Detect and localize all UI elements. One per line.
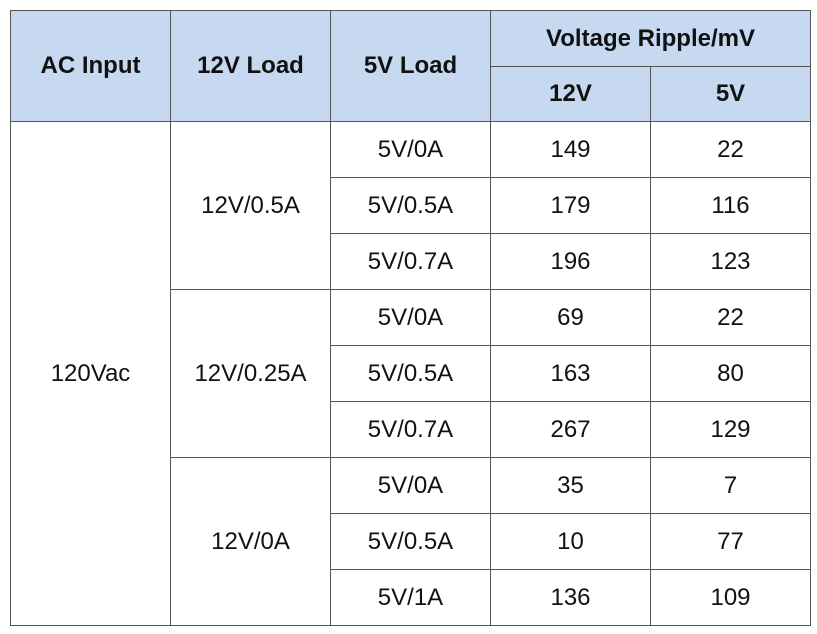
load-12v-cell: 12V/0.25A <box>170 289 331 458</box>
ripple-cell: 267 <box>490 401 651 458</box>
load-5v-cell: 5V/0.7A <box>330 401 491 458</box>
header-cell: AC Input <box>10 10 171 122</box>
ripple-cell: 7 <box>649 457 812 514</box>
ripple-cell: 10 <box>490 513 651 570</box>
ripple-cell: 116 <box>649 177 812 234</box>
table-row: 12V/0.25A 5V/0A 69 22 <box>11 289 812 458</box>
header-cell: 12V Load <box>170 10 331 122</box>
ripple-cell: 35 <box>490 457 651 514</box>
load-5v-cell: 5V/1A <box>330 569 491 626</box>
table-row: 12V/0A 5V/0A 35 7 <box>11 457 812 626</box>
ripple-cell: 136 <box>490 569 651 626</box>
ripple-cell: 22 <box>649 289 812 346</box>
ripple-table: AC Input 12V Load 5V Load Voltage Ripple… <box>10 10 812 626</box>
group-header-cell: Voltage Ripple/mV <box>489 10 812 67</box>
table-row: 5V/0.7A 196 123 <box>11 233 812 290</box>
sub-header-cell: 12V <box>490 66 651 122</box>
load-5v-cell: 5V/0.5A <box>330 345 491 402</box>
load-5v-cell: 5V/0A <box>330 289 491 346</box>
table-body: 120Vac 12V/0.5A 5V/0A 149 22 5V/0.5A 179 116 5V/… <box>10 121 812 626</box>
table-row: 5V/0.5A 179 116 <box>11 177 812 234</box>
header-row: AC Input 12V Load 5V Load Voltage Ripple… <box>10 10 812 122</box>
ripple-cell: 129 <box>649 401 812 458</box>
ripple-cell: 77 <box>649 513 812 570</box>
table-row: 5V/0.5A 10 77 <box>11 513 812 570</box>
ripple-cell: 22 <box>649 121 812 178</box>
ripple-cell: 196 <box>490 233 651 290</box>
table-row: 5V/1A 136 109 <box>11 569 812 626</box>
table-row: 120Vac 12V/0.5A 5V/0A 149 22 <box>10 121 812 626</box>
ripple-cell: 80 <box>649 345 812 402</box>
load-5v-cell: 5V/0.5A <box>330 177 491 234</box>
ripple-cell: 109 <box>649 569 812 626</box>
ripple-cell: 163 <box>490 345 651 402</box>
load-5v-cell: 5V/0A <box>330 457 491 514</box>
ac-input-cell: 120Vac <box>10 121 171 626</box>
header-cell: 5V Load <box>330 10 491 122</box>
load-5v-cell: 5V/0.7A <box>330 233 491 290</box>
load-12v-cell: 12V/0A <box>170 457 331 626</box>
ripple-cell: 179 <box>490 177 651 234</box>
load-5v-cell: 5V/0.5A <box>330 513 491 570</box>
table-row: 5V/0.7A 267 129 <box>11 401 812 458</box>
sub-header-cell: 5V <box>649 66 812 122</box>
ripple-cell: 123 <box>649 233 812 290</box>
load-12v-cell: 12V/0.5A <box>170 121 331 290</box>
ripple-cell: 69 <box>490 289 651 346</box>
ripple-cell: 149 <box>490 121 651 178</box>
load-5v-cell: 5V/0A <box>330 121 491 178</box>
header-row: 12V 5V <box>11 66 812 122</box>
